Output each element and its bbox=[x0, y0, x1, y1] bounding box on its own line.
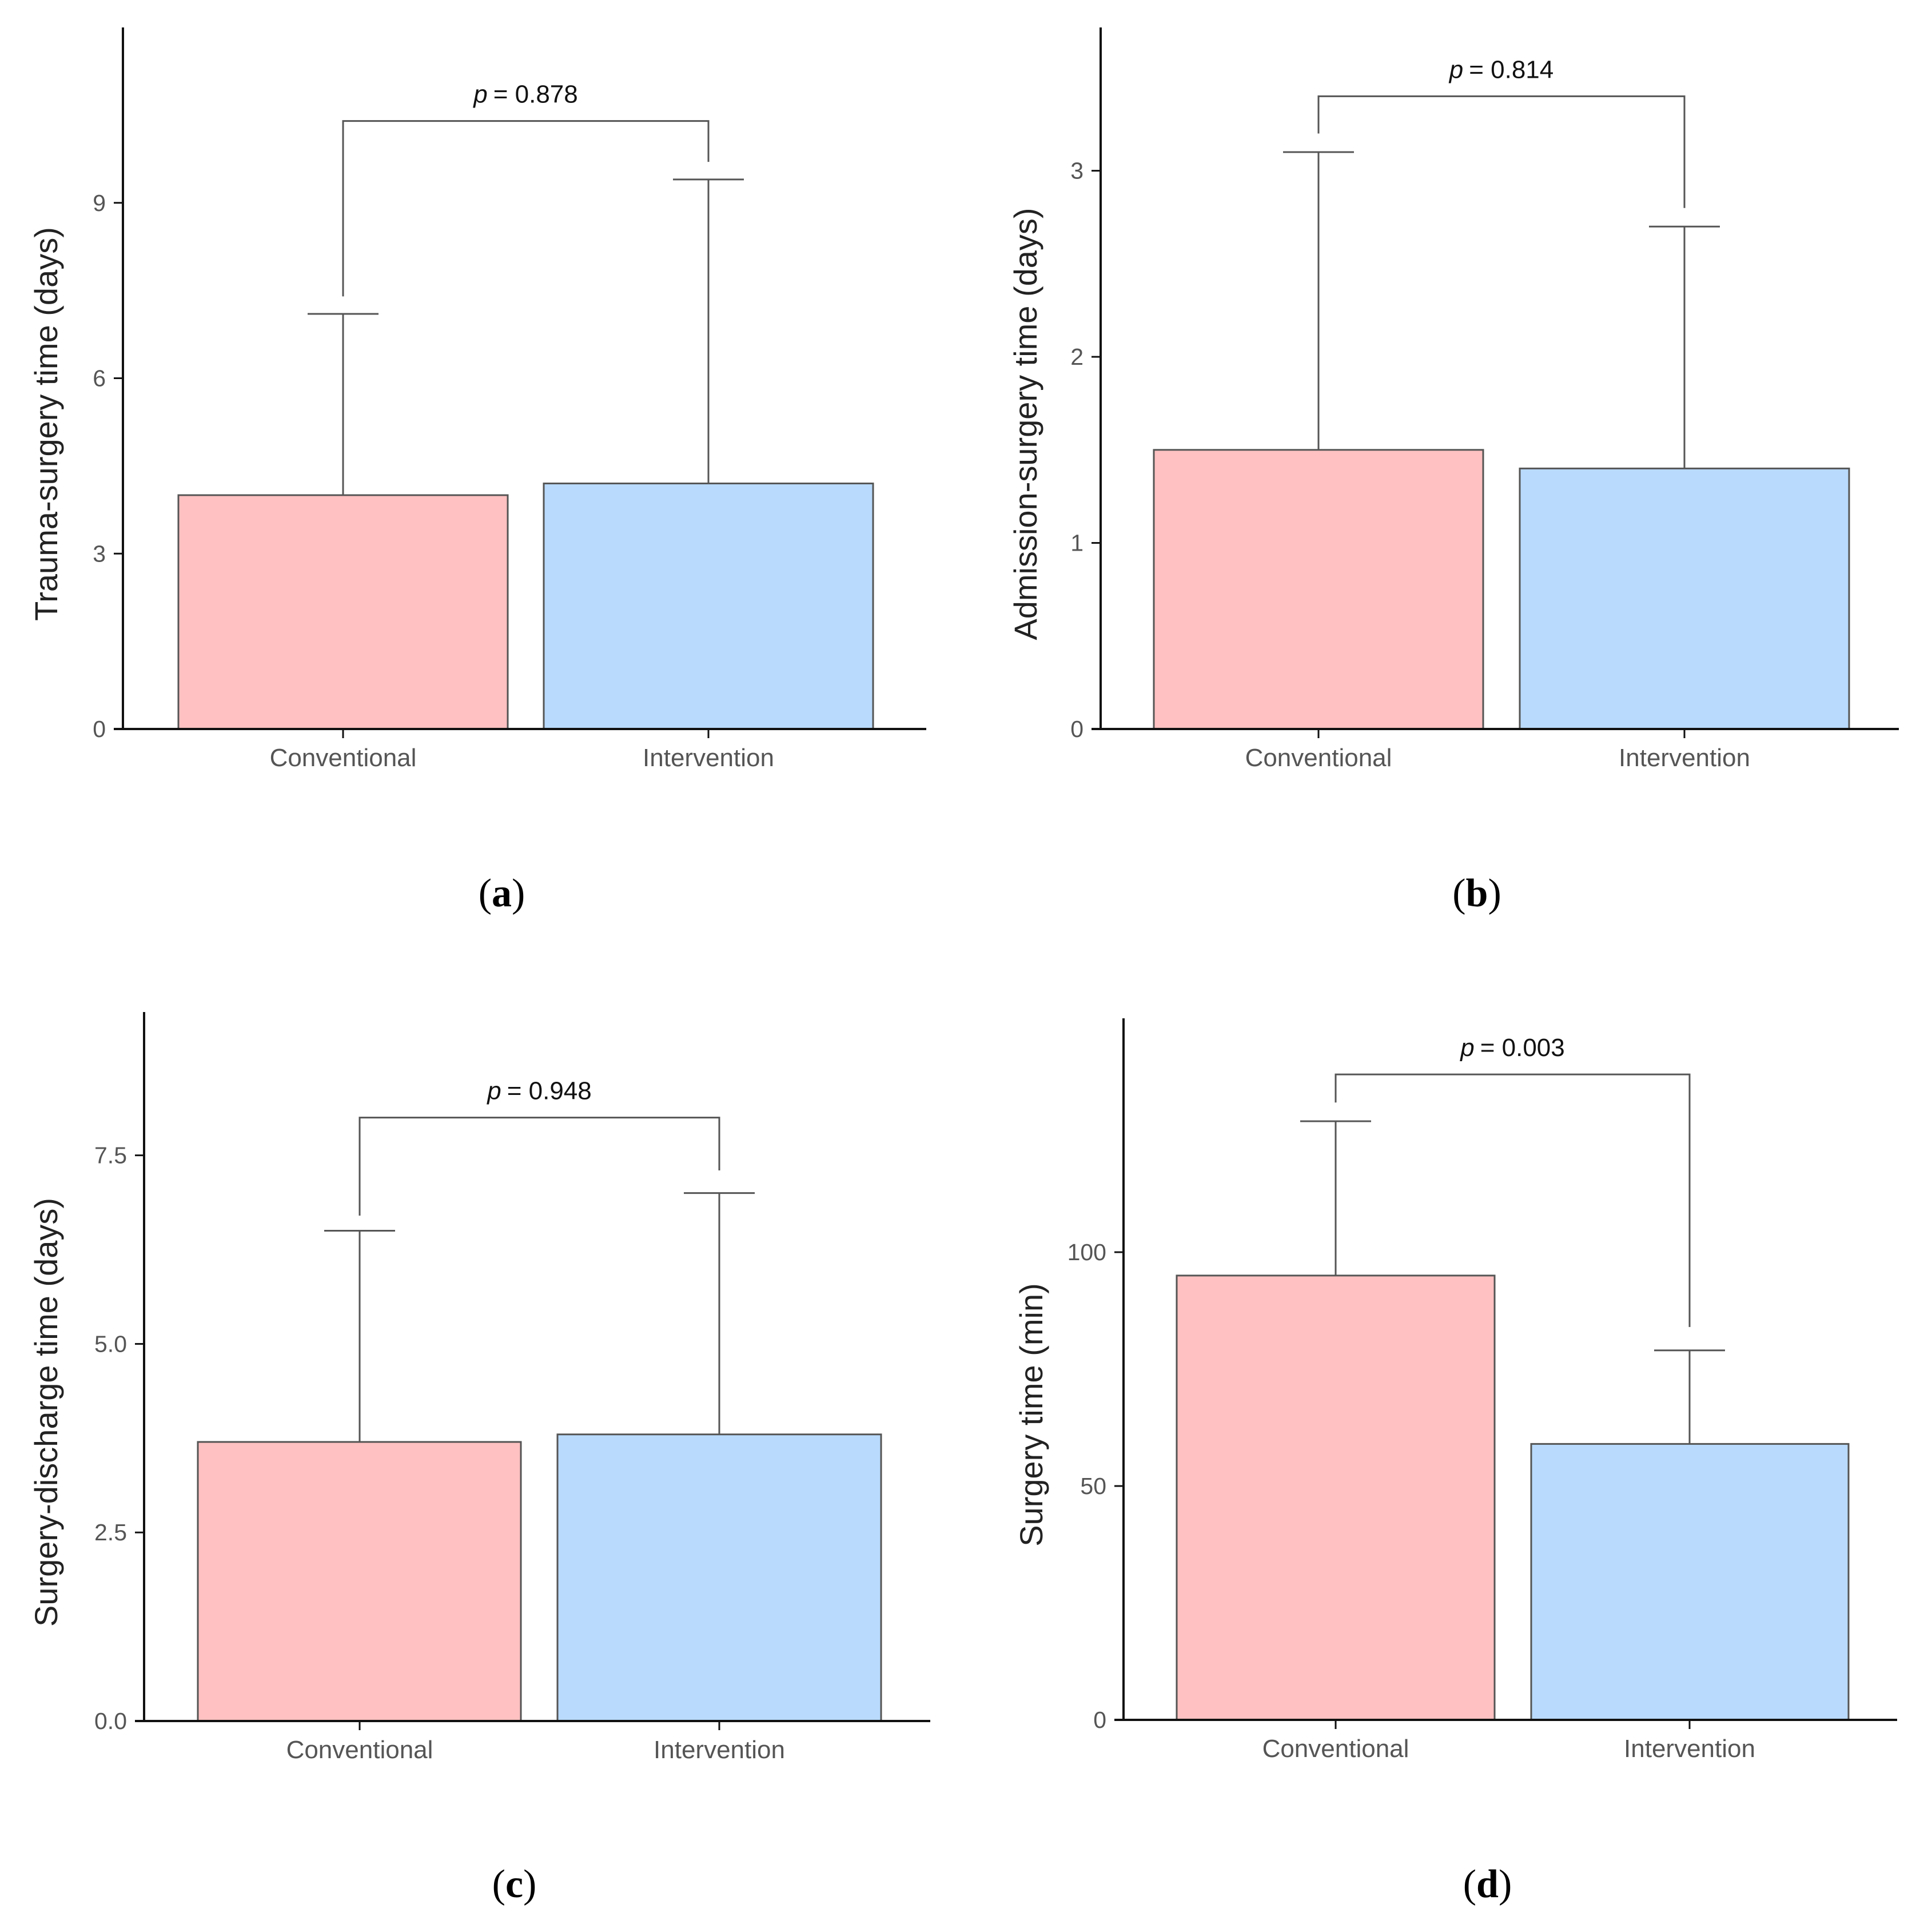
bar-intervention bbox=[1530, 1443, 1850, 1721]
panel-c: 0.0 2.5 5.0 7.5 Conventional Intervention Surg… bbox=[28, 1012, 930, 1906]
y-tick-label: 2 bbox=[1070, 344, 1083, 370]
x-tick-label-conventional: Conventional bbox=[1262, 1735, 1409, 1763]
y-tick-label: 0 bbox=[93, 716, 106, 742]
x-tick-label-intervention: Intervention bbox=[643, 744, 774, 772]
y-tick-label: 3 bbox=[93, 540, 106, 567]
caption-open-paren: ( bbox=[479, 871, 492, 915]
caption-open-paren: ( bbox=[1452, 871, 1465, 915]
caption-close-paren: ) bbox=[1488, 871, 1501, 915]
caption-letter: d bbox=[1476, 1862, 1499, 1906]
panel-b: 0 1 2 3 Conventional Intervention Admission-su… bbox=[1007, 27, 1899, 915]
y-tick-label: 0 bbox=[1093, 1707, 1106, 1733]
y-tick-label: 0 bbox=[1070, 716, 1083, 742]
caption-close-paren: ) bbox=[523, 1862, 536, 1906]
caption-open-paren: ( bbox=[492, 1862, 505, 1906]
y-axis-title: Surgery time (min) bbox=[1013, 1283, 1049, 1547]
p-value-number: = 0.003 bbox=[1480, 1034, 1565, 1062]
panel-caption-d: (d) bbox=[1463, 1862, 1512, 1906]
bar-conventional bbox=[197, 1441, 522, 1722]
caption-close-paren: ) bbox=[1499, 1862, 1512, 1906]
y-tick-label: 100 bbox=[1067, 1239, 1106, 1265]
p-value-symbol: p bbox=[472, 81, 487, 109]
panel-d: 0 50 100 Conventional Intervention Surgery ti… bbox=[1013, 1018, 1897, 1906]
p-value-number: = 0.878 bbox=[493, 81, 578, 109]
p-value-number: = 0.948 bbox=[507, 1077, 592, 1105]
caption-close-paren: ) bbox=[512, 871, 525, 915]
y-axis-title: Admission-surgery time (days) bbox=[1007, 208, 1043, 640]
p-value-label: p = 0.003 bbox=[1459, 1034, 1565, 1062]
y-tick-label: 0.0 bbox=[94, 1708, 127, 1734]
x-tick-label-intervention: Intervention bbox=[1619, 744, 1750, 772]
significance-bracket bbox=[1317, 95, 1686, 208]
significance-bracket bbox=[342, 120, 710, 297]
p-value-symbol: p bbox=[486, 1077, 501, 1105]
caption-letter: c bbox=[505, 1862, 523, 1906]
y-axis-title: Trauma-surgery time (days) bbox=[28, 227, 64, 621]
bar-conventional bbox=[177, 494, 509, 730]
y-tick-label: 6 bbox=[93, 365, 106, 392]
y-axis-title: Surgery-discharge time (days) bbox=[28, 1198, 64, 1627]
bar-conventional bbox=[1153, 449, 1484, 730]
y-tick-label: 3 bbox=[1070, 158, 1083, 184]
p-value-symbol: p bbox=[1448, 55, 1463, 83]
panel-a: 0 3 6 9 Conventional Intervention Trauma-surge… bbox=[28, 27, 926, 915]
significance-bracket bbox=[358, 1117, 720, 1216]
p-value-number: = 0.814 bbox=[1469, 55, 1553, 83]
p-value-label: p = 0.878 bbox=[472, 81, 578, 109]
x-tick-label-conventional: Conventional bbox=[270, 744, 417, 772]
panel-caption-a: (a) bbox=[479, 871, 525, 915]
caption-letter: b bbox=[1466, 871, 1488, 915]
y-tick-label: 7.5 bbox=[94, 1142, 127, 1169]
panel-caption-c: (c) bbox=[492, 1862, 537, 1906]
caption-open-paren: ( bbox=[1463, 1862, 1476, 1906]
y-tick-label: 50 bbox=[1080, 1473, 1106, 1499]
x-tick-label-conventional: Conventional bbox=[1245, 744, 1392, 772]
caption-letter: a bbox=[492, 871, 512, 915]
y-tick-label: 1 bbox=[1070, 530, 1083, 556]
x-tick-label-conventional: Conventional bbox=[286, 1736, 433, 1764]
y-tick-label: 2.5 bbox=[94, 1519, 127, 1545]
x-tick-label-intervention: Intervention bbox=[1624, 1735, 1755, 1763]
x-tick-label-intervention: Intervention bbox=[654, 1736, 785, 1764]
bar-intervention bbox=[1519, 467, 1850, 730]
bar-conventional bbox=[1176, 1274, 1496, 1721]
p-value-label: p = 0.814 bbox=[1448, 55, 1554, 83]
p-value-label: p = 0.948 bbox=[486, 1077, 592, 1105]
p-value-symbol: p bbox=[1459, 1034, 1474, 1062]
panel-caption-b: (b) bbox=[1452, 871, 1501, 915]
y-tick-label: 5.0 bbox=[94, 1331, 127, 1357]
bar-intervention bbox=[543, 483, 874, 730]
y-tick-label: 9 bbox=[93, 190, 106, 216]
significance-bracket bbox=[1335, 1073, 1691, 1327]
bar-intervention bbox=[556, 1433, 882, 1722]
